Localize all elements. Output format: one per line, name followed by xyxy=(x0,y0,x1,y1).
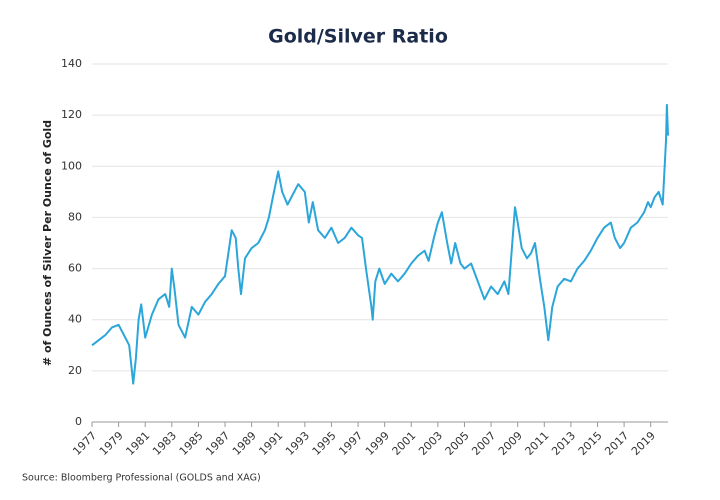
x-tick-label: 2017 xyxy=(602,429,631,458)
x-tick-label: 1987 xyxy=(203,429,232,458)
y-tick-label: 100 xyxy=(61,159,82,172)
y-tick-label: 0 xyxy=(75,415,82,428)
y-tick-label: 40 xyxy=(68,313,82,326)
x-tick-label: 1999 xyxy=(363,429,392,458)
x-tick-label: 1979 xyxy=(97,429,126,458)
x-tick-label: 1989 xyxy=(230,429,259,458)
x-tick-label: 2009 xyxy=(496,429,525,458)
x-tick-label: 1981 xyxy=(123,429,152,458)
x-tick-label: 2011 xyxy=(523,429,552,458)
x-tick-label: 2015 xyxy=(576,429,605,458)
x-tick-label: 2003 xyxy=(416,429,445,458)
source-note: Source: Bloomberg Professional (GOLDS an… xyxy=(22,473,261,484)
y-tick-label: 120 xyxy=(61,108,82,121)
x-tick-label: 1977 xyxy=(70,429,99,458)
x-tick-label: 1983 xyxy=(150,429,179,458)
y-tick-label: 80 xyxy=(68,210,82,223)
y-axis-label: # of Ounces of Silver Per Ounce of Gold xyxy=(41,120,54,366)
x-tick-label: 1985 xyxy=(177,429,206,458)
x-tick-label: 1991 xyxy=(256,429,285,458)
x-tick-label: 2001 xyxy=(390,429,419,458)
chart-title: Gold/Silver Ratio xyxy=(268,26,448,48)
data-line xyxy=(91,103,669,385)
x-tick-label: 1995 xyxy=(310,429,339,458)
y-tick-label: 20 xyxy=(68,364,82,377)
y-tick-label: 140 xyxy=(61,57,82,70)
x-tick-label: 1997 xyxy=(336,429,365,458)
x-tick-label: 1993 xyxy=(283,429,312,458)
y-tick-label: 60 xyxy=(68,262,82,275)
x-tick-label: 2007 xyxy=(469,429,498,458)
x-tick-label: 2005 xyxy=(443,429,472,458)
x-tick-label: 2019 xyxy=(629,429,658,458)
x-tick-label: 2013 xyxy=(549,429,578,458)
